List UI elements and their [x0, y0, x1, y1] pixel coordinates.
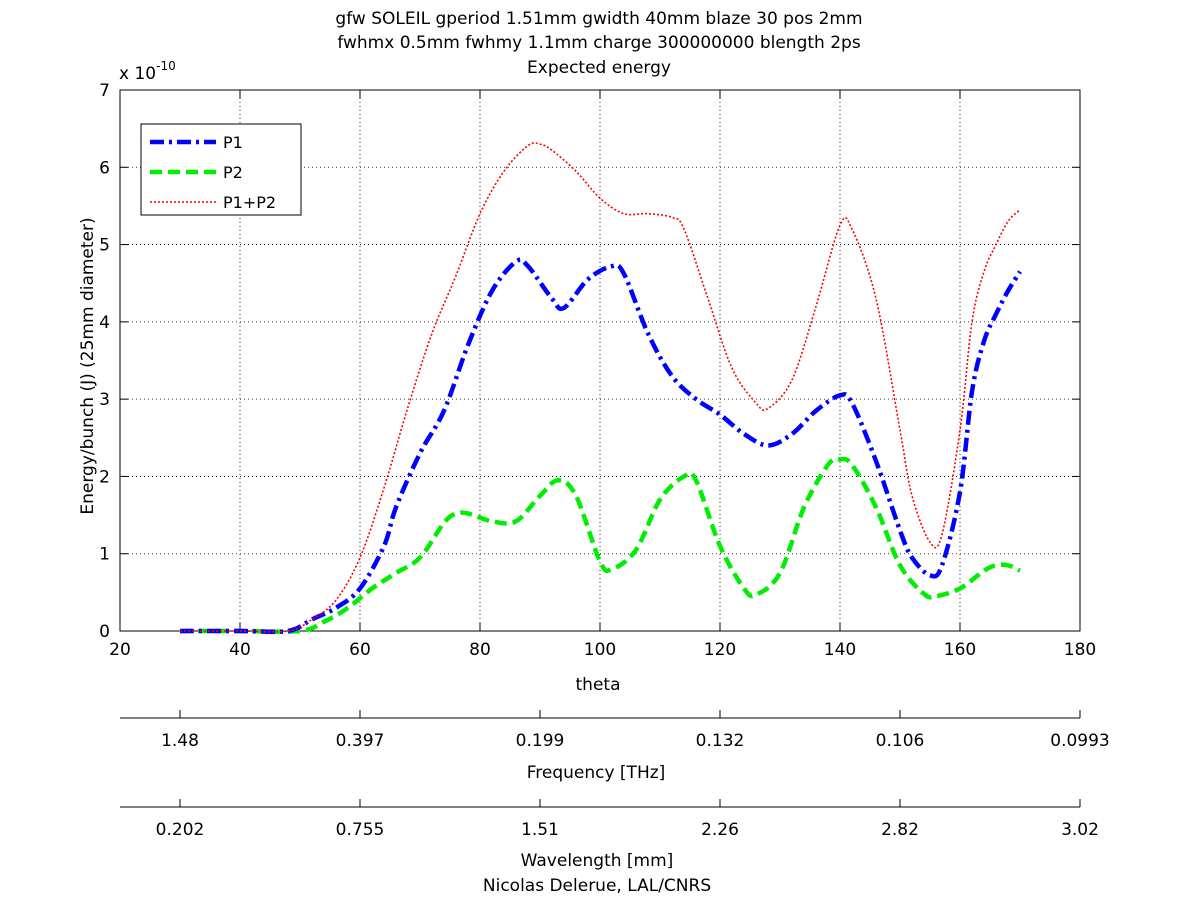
secondary-tick-label: 3.02	[1061, 820, 1099, 840]
y-tick-label: 7	[99, 81, 110, 101]
x-tick-label: 40	[229, 640, 251, 660]
footer-credit: Nicolas Delerue, LAL/CNRS	[483, 876, 711, 896]
y-axis-label: Energy/bunch (J) (25mm diameter)	[78, 217, 98, 514]
y-exponent-label: x 10-10	[119, 59, 176, 84]
x-tick-label: 80	[469, 640, 491, 660]
legend-label-p1p2: P1+P2	[223, 193, 276, 212]
frequency-axis-ticks: 1.48 0.397 0.199 0.132 0.106 0.0993	[161, 710, 1110, 751]
chart-title-line-2: fwhmx 0.5mm fwhmy 1.1mm charge 300000000…	[337, 33, 861, 53]
x-tick-label: 20	[109, 640, 131, 660]
x-axis-label: theta	[576, 675, 621, 695]
wavelength-axis: 0.202 0.755 1.51 2.26 2.82 3.02 Wavelength [m…	[120, 799, 1099, 871]
y-tick-label: 1	[99, 545, 110, 565]
series-line-p1-p2	[179, 142, 1021, 633]
secondary-tick-label: 2.26	[701, 820, 739, 840]
series-line-p2	[179, 456, 1021, 634]
secondary-tick-label: 0.755	[336, 820, 385, 840]
x-tick-label: 60	[349, 640, 371, 660]
legend-box	[140, 123, 302, 216]
secondary-tick-label: 0.132	[696, 731, 745, 751]
legend: P1 P2 P1+P2	[140, 123, 302, 216]
y-tick-label: 3	[99, 390, 110, 410]
ticks-layer: 20 40 60 80 100 120 140 160 180 0 1 2 3 4 5 6 7	[99, 81, 1096, 660]
secondary-tick-label: 0.106	[876, 731, 925, 751]
y-exponent-base: x 10	[119, 64, 156, 84]
x-tick-label: 160	[944, 640, 976, 660]
chart-title-line-3: Expected energy	[527, 58, 671, 78]
x-tick-label: 120	[704, 640, 736, 660]
secondary-tick-label: 0.0993	[1050, 731, 1109, 751]
secondary-tick-label: 1.51	[521, 820, 559, 840]
legend-label-p1: P1	[223, 133, 243, 152]
secondary-tick-label: 0.199	[516, 731, 565, 751]
frequency-axis: 1.48 0.397 0.199 0.132 0.106 0.0993 Frequency…	[120, 710, 1110, 783]
frequency-axis-label: Frequency [THz]	[527, 763, 666, 783]
chart-title-line-1: gfw SOLEIL gperiod 1.51mm gwidth 40mm bl…	[335, 9, 862, 29]
series-line-p1	[179, 257, 1022, 635]
x-tick-label: 100	[584, 640, 616, 660]
y-tick-label: 6	[99, 158, 110, 178]
wavelength-axis-ticks: 0.202 0.755 1.51 2.26 2.82 3.02	[156, 799, 1099, 840]
y-tick-label: 5	[99, 236, 110, 256]
secondary-tick-label: 2.82	[881, 820, 919, 840]
y-tick-label: 4	[99, 313, 110, 333]
secondary-tick-label: 0.397	[336, 731, 385, 751]
x-tick-label: 180	[1064, 640, 1096, 660]
grid-layer	[120, 90, 1080, 631]
secondary-tick-label: 0.202	[156, 820, 205, 840]
x-tick-label: 140	[824, 640, 856, 660]
y-exponent-power: -10	[156, 59, 176, 73]
secondary-tick-label: 1.48	[161, 731, 199, 751]
wavelength-axis-label: Wavelength [mm]	[521, 851, 674, 871]
series-layer	[179, 142, 1022, 635]
y-tick-label: 2	[99, 467, 110, 487]
y-tick-label: 0	[99, 622, 110, 642]
legend-label-p2: P2	[223, 163, 243, 182]
